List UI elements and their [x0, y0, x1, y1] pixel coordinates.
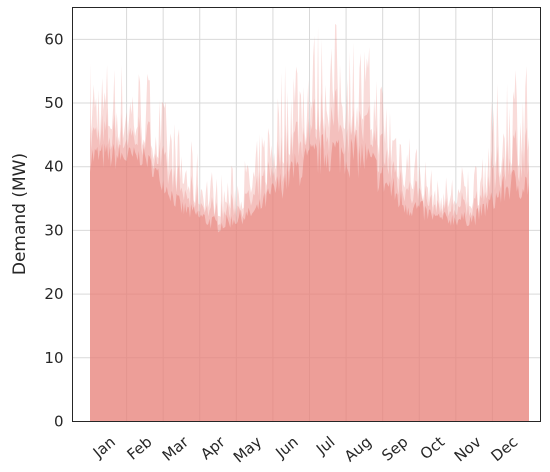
- x-tick-label: Oct: [417, 433, 449, 464]
- y-tick-label: 0: [54, 413, 64, 431]
- x-tick-label: Mar: [159, 432, 193, 465]
- y-tick-label: 50: [44, 94, 63, 112]
- y-tick-label: 40: [44, 158, 63, 176]
- x-tick-label: Dec: [487, 433, 521, 465]
- y-tick-label: 20: [44, 285, 63, 303]
- x-tick-label: May: [230, 433, 265, 467]
- x-tick-label: Jul: [312, 433, 338, 459]
- plot-frame: [72, 7, 541, 422]
- demand-base-area: [90, 133, 529, 422]
- y-tick-label: 60: [44, 30, 63, 48]
- y-tick-label: 30: [44, 221, 63, 239]
- x-tick-label: Nov: [451, 433, 485, 466]
- y-tick-label: 10: [44, 349, 63, 367]
- x-tick-label: Jan: [89, 433, 119, 462]
- x-ticks: Jan Feb Mar Apr May Jun Jul Aug Sep Oct Nov Dec: [89, 432, 521, 466]
- x-tick-label: Sep: [378, 433, 411, 465]
- x-tick-label: Feb: [124, 433, 156, 464]
- demand-area: [90, 23, 529, 422]
- x-tick-label: Jun: [271, 433, 301, 462]
- y-axis-label: Demand (MW): [10, 153, 30, 275]
- y-ticks: 0 10 20 30 40 50 60: [44, 30, 63, 430]
- x-tick-label: Apr: [197, 432, 229, 463]
- x-tick-label: Aug: [341, 433, 375, 466]
